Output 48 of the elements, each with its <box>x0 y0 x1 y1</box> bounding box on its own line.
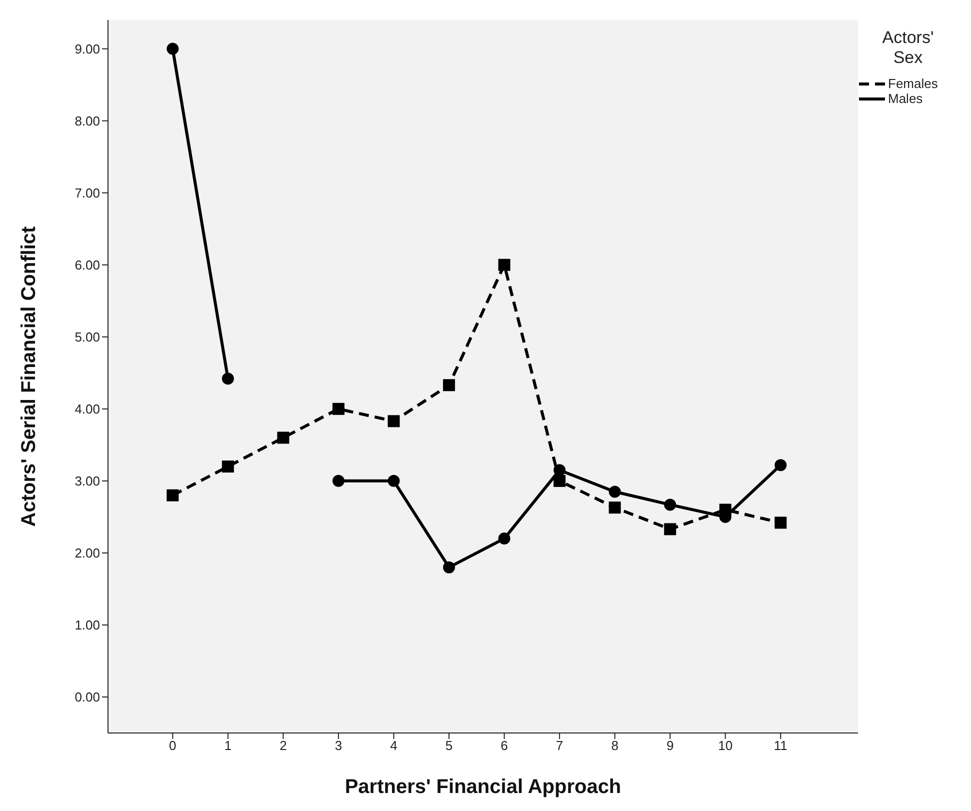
point <box>498 258 510 271</box>
x-tick-label: 4 <box>390 738 398 754</box>
point <box>608 486 621 498</box>
y-axis-title: Actors' Serial Financial Conflict <box>18 226 40 527</box>
y-tick-label: 9.00 <box>74 41 100 56</box>
point <box>332 402 344 415</box>
y-tick-label: 4.00 <box>74 402 100 417</box>
x-tick-label: 8 <box>611 738 618 754</box>
point <box>443 561 456 574</box>
point <box>222 372 234 385</box>
x-tick-label: 11 <box>774 738 788 754</box>
x-tick-label: 6 <box>500 738 508 754</box>
legend-label: Females <box>888 76 938 91</box>
y-tick-label: 7.00 <box>74 185 100 200</box>
point <box>664 523 676 536</box>
legend-title: Actors' Sex <box>881 28 935 68</box>
x-tick-label: 5 <box>445 738 453 754</box>
y-tick-label: 5.00 <box>74 330 100 345</box>
point <box>166 42 179 55</box>
x-axis-title: Partners' Financial Approach <box>344 776 622 798</box>
point <box>774 459 787 472</box>
x-tick-label: 9 <box>666 738 674 754</box>
point <box>608 502 621 514</box>
point <box>554 464 566 476</box>
point <box>388 415 400 428</box>
legend-label: Males <box>888 91 923 106</box>
y-tick-label: 8.00 <box>74 113 100 128</box>
point <box>498 532 510 545</box>
point <box>388 474 400 487</box>
y-tick-label: 1.00 <box>74 618 100 633</box>
point <box>166 489 179 502</box>
point <box>774 516 787 529</box>
y-tick-label: 3.00 <box>74 474 100 489</box>
x-tick-label: 3 <box>334 738 342 754</box>
x-tick-label: 10 <box>718 738 733 754</box>
x-tick-label: 1 <box>224 738 232 754</box>
point <box>664 498 676 511</box>
y-tick-label: 2.00 <box>74 546 100 561</box>
point <box>277 432 290 444</box>
point <box>222 460 234 473</box>
x-tick-label: 0 <box>169 738 176 754</box>
x-tick-label: 7 <box>556 738 564 754</box>
y-tick-label: 6.00 <box>74 257 100 272</box>
x-tick-label: 2 <box>280 738 287 754</box>
y-tick-label: 0.00 <box>74 690 100 705</box>
point <box>332 474 344 487</box>
point <box>554 474 566 487</box>
point <box>443 379 456 392</box>
